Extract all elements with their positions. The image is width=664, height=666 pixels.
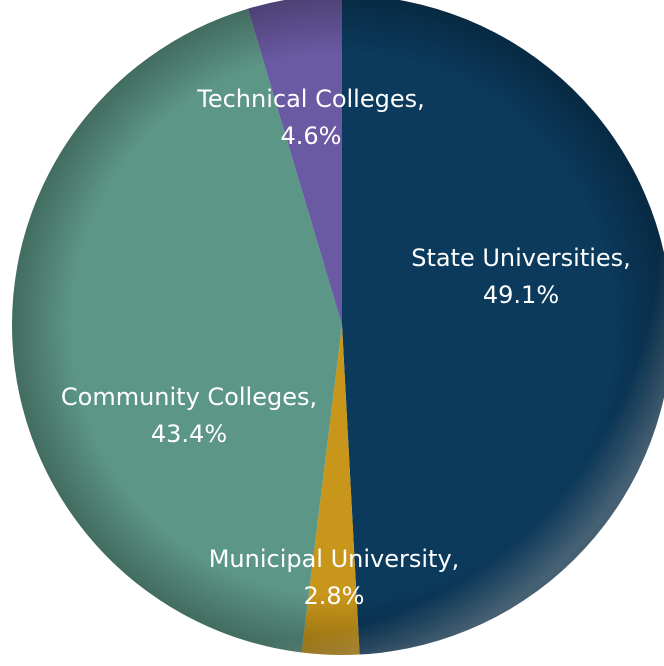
slice-label-technical-colleges: Technical Colleges, 4.6% — [196, 85, 425, 150]
slice-label-value: 2.8% — [304, 582, 365, 610]
slice-label-value: 4.6% — [281, 122, 342, 150]
slice-label-value: 49.1% — [483, 281, 559, 309]
slice-label-municipal-university: Municipal University, 2.8% — [209, 545, 460, 610]
pie-labels: State Universities, 49.1% Municipal Univer… — [61, 85, 631, 610]
slice-label-name: Community Colleges, — [61, 383, 317, 411]
slice-label-name: Municipal University, — [209, 545, 460, 573]
slice-label-name: Technical Colleges, — [196, 85, 425, 113]
slice-label-name: State Universities, — [411, 244, 631, 272]
slice-label-state-universities: State Universities, 49.1% — [411, 244, 631, 309]
slice-label-value: 43.4% — [151, 420, 227, 448]
slice-label-community-colleges: Community Colleges, 43.4% — [61, 383, 317, 448]
